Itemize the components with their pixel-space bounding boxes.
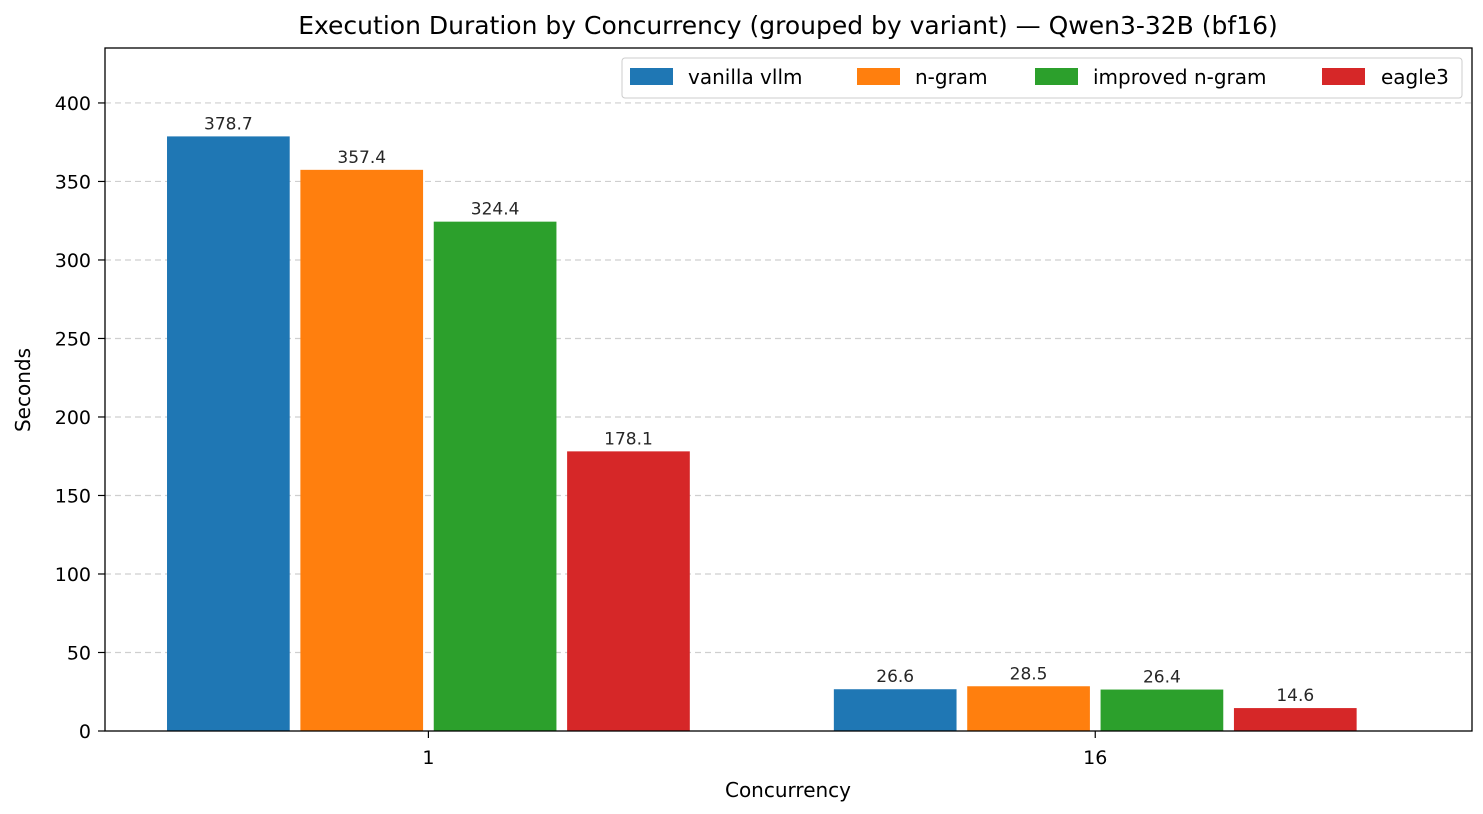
x-axis: 1 16	[422, 731, 1107, 769]
bar	[300, 169, 424, 731]
legend-swatch	[1322, 68, 1365, 85]
legend-swatch	[630, 68, 673, 85]
bar	[833, 689, 957, 731]
y-axis-label: Seconds	[11, 348, 35, 432]
data-label: 28.5	[1010, 664, 1048, 684]
data-label: 324.4	[471, 200, 520, 220]
bar	[967, 686, 1090, 731]
x-axis-label: Concurrency	[725, 778, 851, 802]
legend-label: vanilla vllm	[688, 65, 802, 89]
legend-swatch	[1035, 68, 1078, 85]
y-tick-label: 0	[79, 721, 91, 743]
y-tick-label: 200	[55, 407, 91, 429]
data-labels: 378.7 357.4 324.4 178.1 26.6 28.5 26.4 14.6	[204, 114, 1314, 706]
bar	[1233, 708, 1357, 731]
x-tick-label: 1	[422, 747, 434, 769]
y-tick-label: 150	[55, 485, 91, 507]
y-tick-label: 350	[55, 171, 91, 193]
legend-label: improved n-gram	[1093, 65, 1267, 89]
data-label: 14.6	[1276, 686, 1314, 706]
legend-swatch	[857, 68, 900, 85]
plot-frame	[104, 47, 1473, 732]
data-label: 26.4	[1143, 668, 1181, 688]
y-tick-label: 300	[55, 250, 91, 272]
legend: vanilla vllm n-gram improved n-gram eagle3	[621, 57, 1463, 99]
bar	[167, 136, 290, 732]
bars	[167, 136, 1357, 732]
gridlines	[105, 102, 1472, 654]
y-tick-label: 250	[55, 328, 91, 350]
y-axis: 0 50 100 150 200 250 300 350 400	[55, 93, 105, 743]
y-tick-label: 50	[67, 642, 91, 664]
x-tick-label: 16	[1083, 747, 1107, 769]
bar	[567, 451, 690, 731]
data-label: 26.6	[876, 667, 914, 687]
legend-label: n-gram	[915, 65, 988, 89]
data-label: 357.4	[337, 148, 386, 168]
data-label: 378.7	[204, 114, 253, 134]
legend-label: eagle3	[1381, 65, 1449, 89]
y-tick-label: 100	[55, 564, 91, 586]
bar	[433, 221, 557, 731]
chart-title: Execution Duration by Concurrency (group…	[298, 11, 1278, 40]
bar	[1100, 689, 1224, 731]
data-label: 178.1	[604, 429, 653, 449]
y-tick-label: 400	[55, 93, 91, 115]
